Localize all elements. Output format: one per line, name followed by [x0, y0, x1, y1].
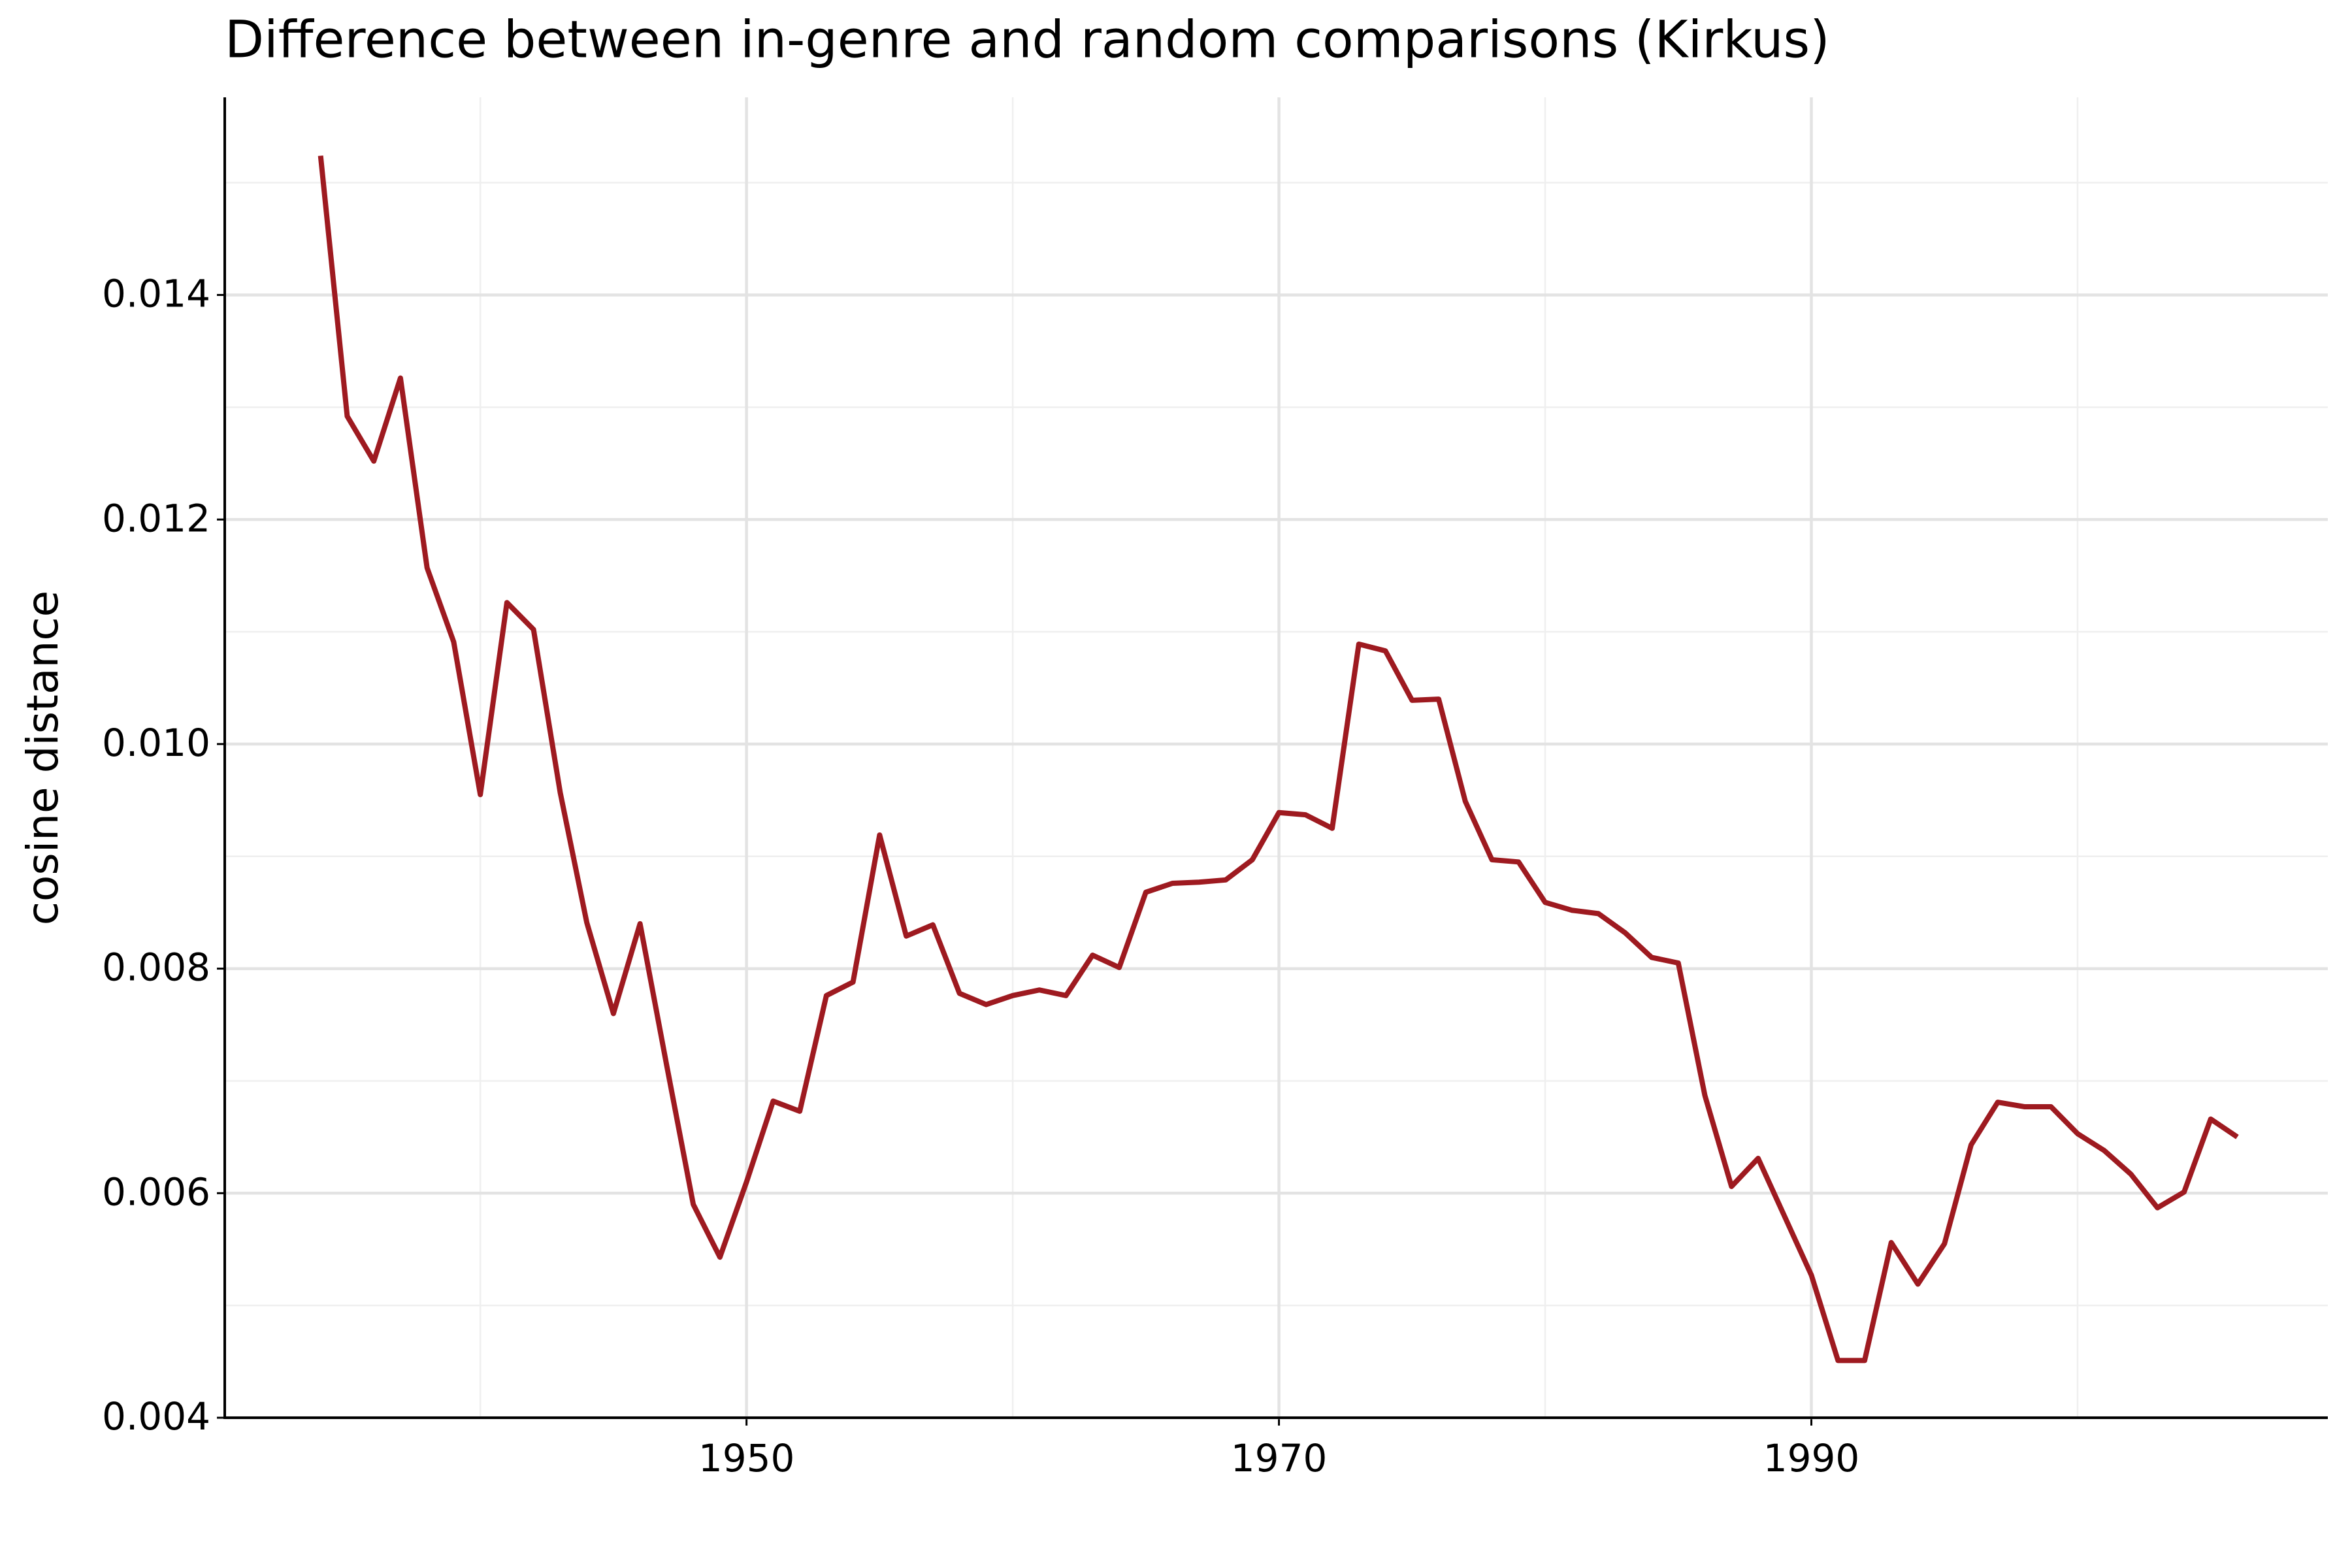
- x-tick-label: 1970: [1231, 1436, 1328, 1480]
- chart-title: Difference between in-genre and random c…: [225, 10, 1830, 69]
- y-axis-label: cosine distance: [18, 591, 68, 925]
- x-tick-label: 1950: [698, 1436, 795, 1480]
- data-line: [318, 155, 2239, 1364]
- y-tick-label: 0.014: [102, 272, 210, 316]
- y-tick-label: 0.006: [102, 1169, 210, 1214]
- y-tick-label: 0.008: [102, 945, 210, 990]
- y-tick-label: 0.012: [102, 496, 210, 540]
- y-tick-label: 0.010: [102, 721, 210, 765]
- x-tick-label: 1990: [1763, 1436, 1860, 1480]
- y-tick-label: 0.004: [102, 1394, 210, 1439]
